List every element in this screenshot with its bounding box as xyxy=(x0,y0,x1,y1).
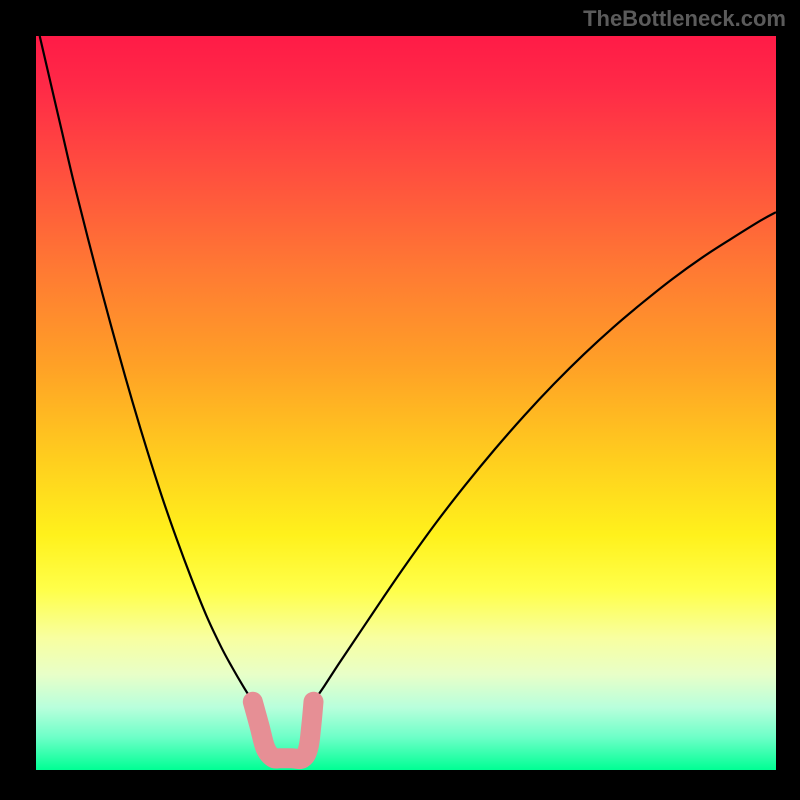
curve-overlay xyxy=(36,36,776,770)
marker-path xyxy=(253,702,314,759)
curve-right_branch xyxy=(314,212,777,702)
curve-left_branch xyxy=(40,36,253,702)
chart-canvas: TheBottleneck.com xyxy=(0,0,800,800)
plot-area xyxy=(36,36,776,770)
watermark-text: TheBottleneck.com xyxy=(583,6,786,32)
